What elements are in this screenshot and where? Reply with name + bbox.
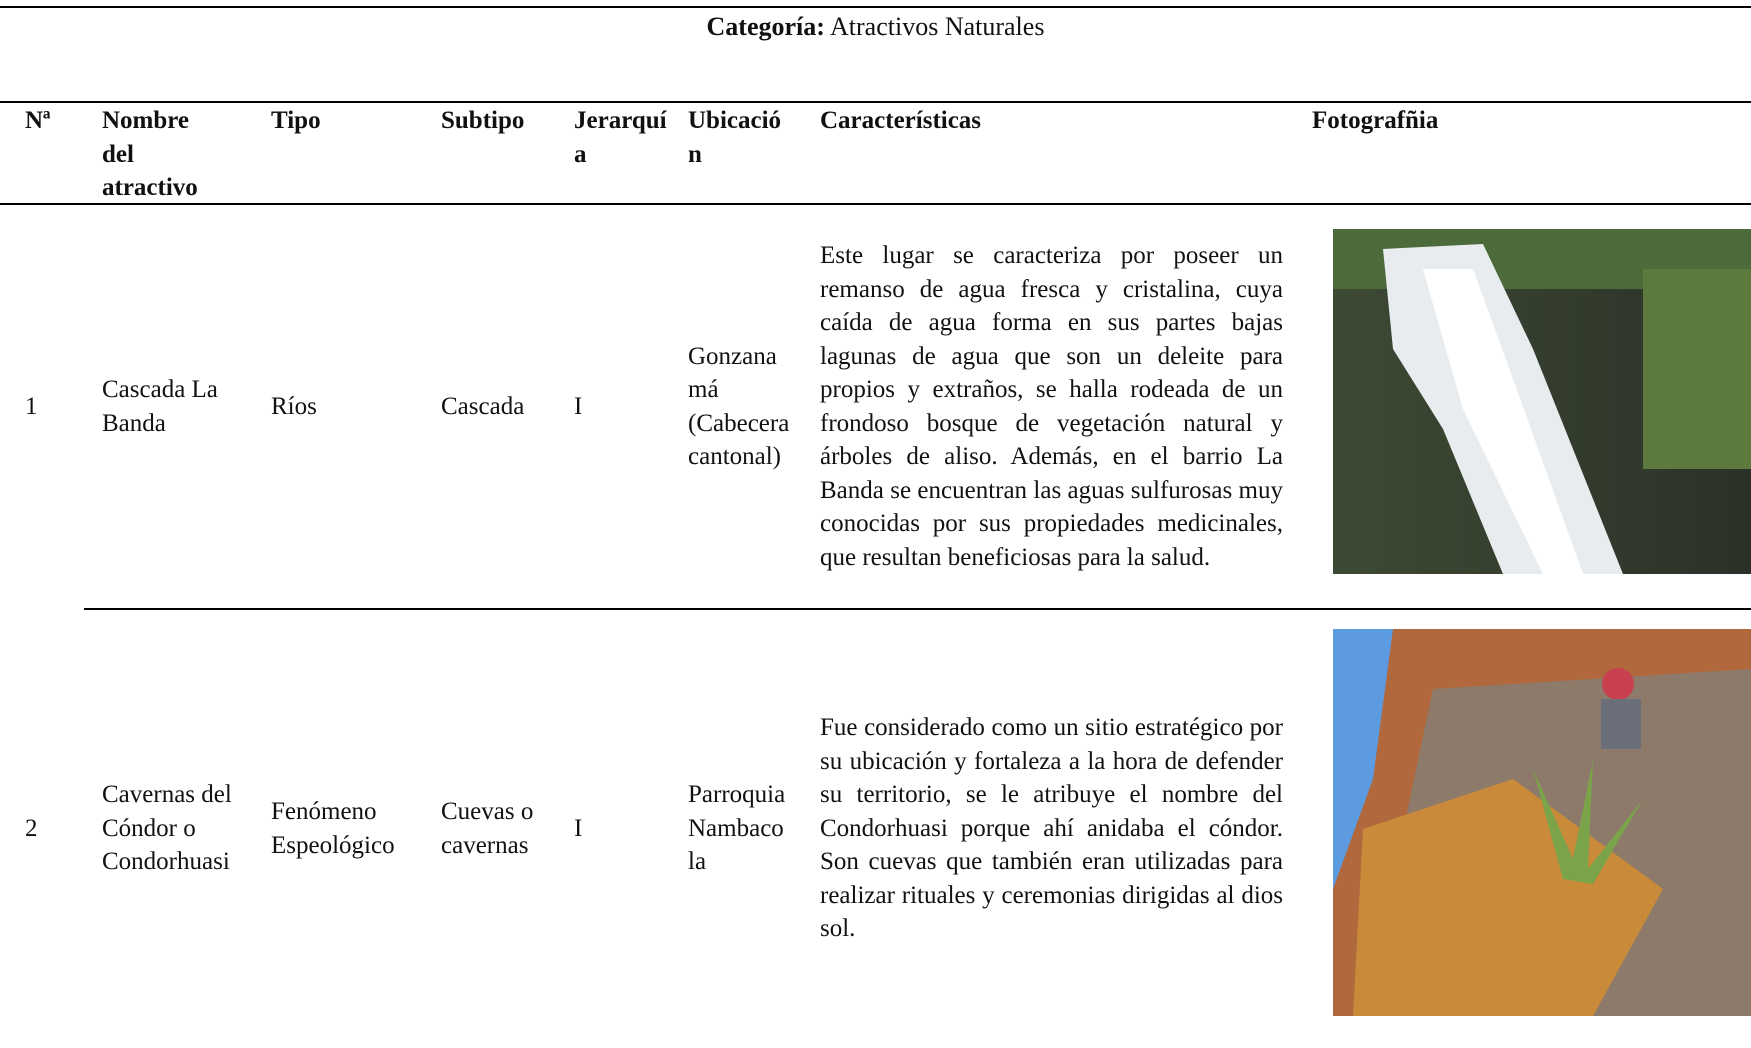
table-title: Categoría: Atractivos Naturales [0,10,1751,44]
table-cell: 2 [25,814,38,842]
header-top-rule [0,101,1751,103]
header-bottom-rule [0,203,1751,205]
table-cell: 1 [25,392,38,420]
top-rule [0,6,1751,8]
column-header: Nª [25,107,51,134]
table-cell: I [574,814,583,842]
column-header: Fotografñia [1312,107,1439,134]
table-cell: I [574,392,583,420]
table-cell: Cuevas o cavernas [441,798,534,859]
table-cell: Cascada [441,392,525,420]
table-cell: Este lugar se caracteriza por poseer un … [820,242,1283,571]
photo-cave [1333,629,1751,1016]
table-cell: Cascada La Banda [102,376,218,437]
column-header: Subtipo [441,107,525,134]
category-label: Categoría: [706,12,825,41]
table-cell: Fenómeno Espeológico [271,798,395,859]
category-value: Atractivos Naturales [830,12,1045,41]
column-header: Características [820,107,982,134]
photo-waterfall [1333,229,1751,574]
column-header: Tipo [271,107,321,134]
column-header: Nombre del atractivo [102,107,198,201]
column-header: Jerarquía [574,107,667,168]
table-cell: Ríos [271,392,317,420]
column-header: Ubicación [688,107,782,168]
table-cell: Fue considerado como un sitio estratégic… [820,714,1283,943]
row-divider [84,608,1751,610]
table-cell: Gonzanamá (Cabecera cantonal) [688,342,790,471]
table-cell: Parroquia Nambacola [688,781,786,876]
table-cell: Cavernas del Cóndor o Condorhuasi [102,781,232,876]
